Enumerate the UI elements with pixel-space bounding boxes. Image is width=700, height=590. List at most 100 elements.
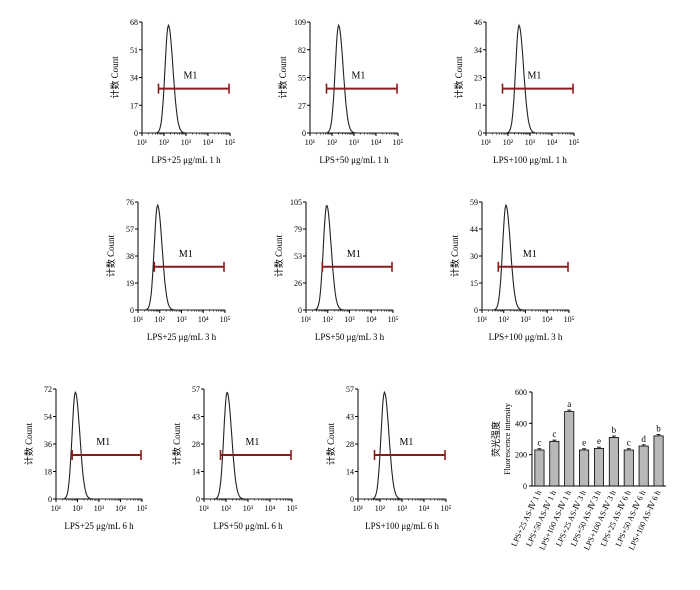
- y-tick-label: 54: [44, 413, 52, 422]
- x-tick-label: 10¹: [353, 504, 364, 513]
- gate-label: M1: [245, 437, 259, 448]
- histogram-curve: [56, 390, 142, 500]
- histogram-panel: 0 26 53 79 105 10¹ 10² 10³ 10⁴ 10⁵ 计数 Count M1 LPS+5…: [273, 198, 399, 342]
- histogram-panel: 0 17 34 51 68 10¹ 10² 10³ 10⁴ 10⁵ 计数 Count M1 LPS+25…: [109, 18, 236, 165]
- significance-letter: d: [641, 434, 646, 444]
- histogram-panel: 0 14 28 43 57 10¹ 10² 10³ 10⁴ 10⁵ 计数 Count M1 LPS+10…: [325, 385, 452, 531]
- y-tick-label: 51: [130, 46, 138, 55]
- x-tick-label: 10²: [499, 315, 510, 324]
- x-tick-label: 10³: [344, 315, 355, 324]
- gate-label: M1: [179, 249, 193, 260]
- x-tick-label: 10⁵: [441, 504, 452, 513]
- gate-label: M1: [96, 437, 110, 448]
- y-tick-label: 44: [470, 225, 478, 234]
- x-tick-label: 10²: [327, 138, 338, 147]
- y-tick-label: 0: [474, 306, 478, 315]
- y-tick-label: 55: [298, 74, 306, 83]
- y-tick-label: 28: [192, 440, 200, 449]
- x-tick-label: 10¹: [137, 138, 148, 147]
- significance-letter: b: [656, 423, 661, 433]
- bar: [579, 449, 590, 487]
- x-tick-label: 10²: [72, 504, 83, 513]
- y-tick-label: 30: [470, 252, 478, 261]
- y-tick-label: 14: [346, 468, 354, 477]
- x-tick-label: 10⁴: [419, 504, 430, 513]
- histogram-curve: [204, 391, 292, 500]
- x-tick-label: 10¹: [133, 315, 144, 324]
- panel-title: LPS+25 μg/mL 6 h: [64, 521, 134, 531]
- x-tick-label: 10¹: [481, 138, 492, 147]
- x-tick-label: 10²: [159, 138, 170, 147]
- significance-letter: c: [537, 438, 541, 448]
- x-tick-label: 10⁵: [564, 315, 575, 324]
- x-tick-label: 10³: [243, 504, 254, 513]
- y-tick-label: 0: [478, 129, 482, 138]
- bar: [534, 449, 545, 487]
- x-tick-label: 10⁴: [366, 315, 377, 324]
- y-axis-label: 计数 Count: [105, 234, 116, 277]
- y-tick-label: 11: [474, 101, 482, 110]
- y-tick-label: 0: [134, 129, 138, 138]
- bar: [638, 445, 649, 487]
- x-tick-label: 10³: [176, 315, 187, 324]
- x-tick-label: 10⁴: [547, 138, 558, 147]
- y-tick-label: 15: [470, 279, 478, 288]
- y-tick-label: 57: [346, 385, 354, 394]
- y-tick-label: 68: [130, 18, 138, 27]
- bar: [623, 449, 634, 487]
- histogram-panel: 0 18 36 54 72 10¹ 10² 10³ 10⁴ 10⁵ 计数 Count M1 LPS+25…: [23, 385, 148, 531]
- histogram-panel: 0 15 30 44 59 10¹ 10² 10³ 10⁴ 10⁵ 计数 Count M1 LPS+10…: [449, 198, 575, 342]
- significance-letter: e: [597, 436, 601, 446]
- x-tick-label: 10¹: [301, 315, 312, 324]
- y-tick-label: 72: [44, 385, 52, 394]
- bar: [593, 447, 605, 487]
- y-tick-label: 27: [298, 101, 306, 110]
- x-tick-label: 10³: [349, 138, 360, 147]
- significance-letter: e: [582, 438, 586, 448]
- x-tick-label: 10⁵: [393, 138, 404, 147]
- x-tick-label: 10⁴: [198, 315, 209, 324]
- x-tick-label: 10⁵: [388, 315, 399, 324]
- y-axis-label: 荧光强度: [490, 421, 501, 457]
- y-tick-label: 82: [298, 46, 306, 55]
- histogram-curve: [310, 23, 398, 134]
- x-tick-label: 10⁵: [220, 315, 231, 324]
- y-tick-label: 17: [130, 101, 138, 110]
- y-axis-label-en: Fluorescence intensity: [503, 403, 512, 475]
- histogram-panel: 0 27 55 82 109 10¹ 10² 10³ 10⁴ 10⁵ 计数 Count M1 LPS+5…: [277, 18, 404, 165]
- y-tick-label: 76: [126, 198, 134, 207]
- x-tick-label: 10³: [94, 504, 105, 513]
- significance-letter: b: [612, 425, 617, 435]
- y-axis-label: 计数 Count: [277, 56, 288, 99]
- y-axis-label: 计数 Count: [171, 422, 182, 465]
- panel-title: LPS+25 μg/mL 1 h: [151, 155, 221, 165]
- x-tick-label: 10¹: [51, 504, 62, 513]
- y-tick-label: 34: [130, 74, 138, 83]
- histogram-curve: [142, 23, 230, 134]
- y-axis-label: 计数 Count: [325, 422, 336, 465]
- x-tick-label: 10⁴: [265, 504, 276, 513]
- bar: [564, 411, 575, 487]
- x-tick-label: 10²: [375, 504, 386, 513]
- x-tick-label: 10²: [323, 315, 334, 324]
- y-tick-label: 59: [470, 198, 478, 207]
- y-axis-label: 计数 Count: [273, 234, 284, 277]
- y-axis-label: 计数 Count: [449, 234, 460, 277]
- panel-title: LPS+50 μg/mL 6 h: [213, 521, 283, 531]
- x-tick-label: 10¹: [477, 315, 488, 324]
- x-tick-label: 10⁵: [225, 138, 236, 147]
- y-tick-label: 0: [130, 306, 134, 315]
- y-tick-label: 34: [474, 46, 482, 55]
- histogram-curve: [138, 203, 225, 311]
- significance-letter: c: [552, 429, 556, 439]
- y-tick-label: 0: [350, 495, 354, 504]
- y-tick-label: 0: [523, 482, 527, 491]
- x-tick-label: 10⁴: [542, 315, 553, 324]
- y-tick-label: 0: [196, 495, 200, 504]
- panel-title: LPS+100 μg/mL 6 h: [365, 521, 439, 531]
- bar: [653, 435, 664, 487]
- histogram-panel: 0 19 38 57 76 10¹ 10² 10³ 10⁴ 10⁵ 计数 Count M1 LPS+25…: [105, 198, 231, 342]
- histogram-curve: [486, 23, 574, 134]
- y-tick-label: 400: [515, 419, 527, 428]
